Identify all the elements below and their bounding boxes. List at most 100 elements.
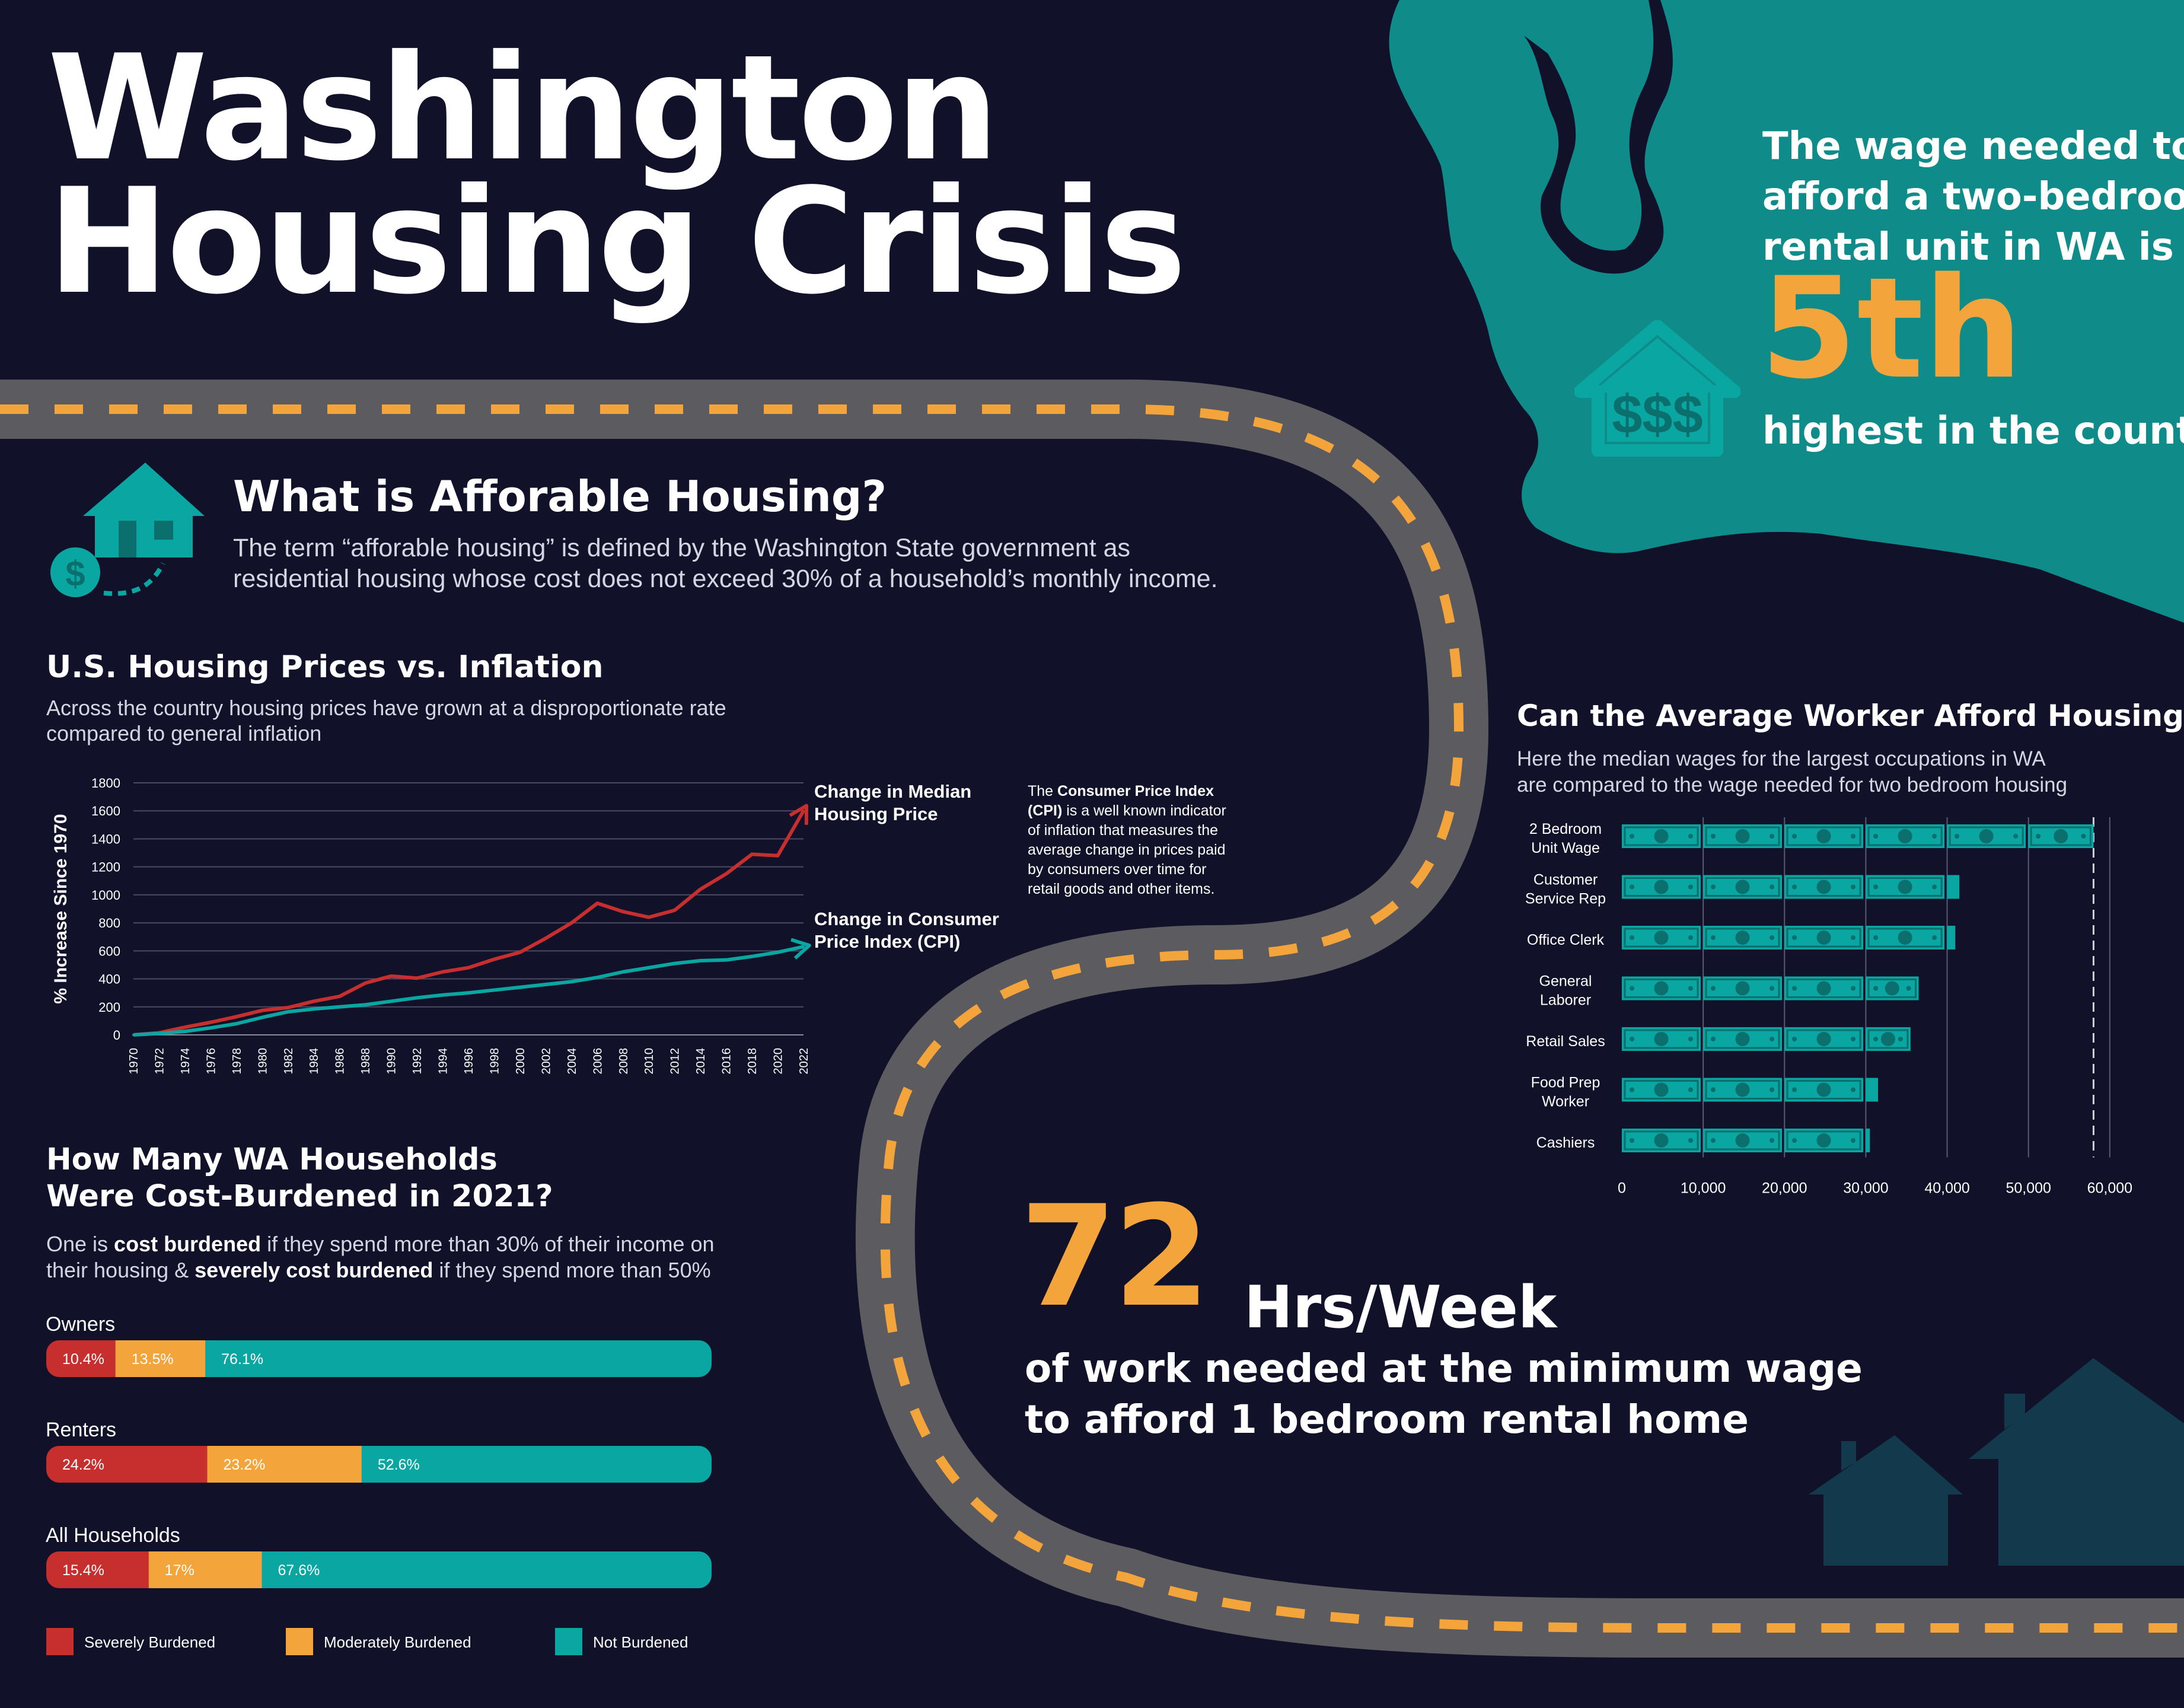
line-point-0: [364, 982, 367, 984]
line-chart-x-tick: 2012: [669, 1048, 682, 1075]
line-point-0: [596, 902, 599, 905]
line-point-1: [261, 1016, 264, 1019]
money-bill-dot: [1769, 935, 1775, 940]
money-bill-dot: [1851, 986, 1856, 991]
house-silhouette-large: [1969, 1358, 2184, 1566]
wage-bar: [1622, 824, 2094, 848]
line-point-1: [518, 986, 521, 989]
money-bill-coin: [1816, 829, 1831, 843]
affordable-house-icon: $: [50, 463, 205, 597]
wage-category-label-2: Unit Wage: [1531, 840, 1600, 856]
house-dollar-icon: $$$: [1574, 320, 1740, 457]
hours-description-2: to afford 1 bedroom rental home: [1025, 1397, 1749, 1442]
line-point-1: [441, 993, 444, 996]
line-point-1: [751, 955, 754, 958]
money-bill-dot: [1688, 1138, 1694, 1143]
money-bill-border: [1786, 877, 1861, 897]
burden-description: One is cost burdened if they spend more …: [46, 1231, 715, 1283]
line-chart-x-tick: 2014: [694, 1048, 707, 1075]
money-bill-border: [1624, 826, 1699, 846]
wage-bar: [1622, 976, 1919, 1000]
money-bill-dot: [1711, 935, 1716, 940]
money-bill-border: [1624, 928, 1699, 948]
line-point-0: [518, 951, 521, 954]
line-point-1: [390, 1000, 393, 1003]
line-chart-subtitle: Across the country housing prices have g…: [46, 695, 726, 746]
money-bill-dot: [1630, 986, 1634, 991]
cpi-note-line-4: average change in prices paid: [1028, 842, 1226, 858]
money-bill-border: [1705, 826, 1780, 846]
money-bill: [1866, 1129, 1870, 1152]
legend-label: Not Burdened: [593, 1633, 688, 1651]
wage-chart-x-tick: 30,000: [1843, 1180, 1888, 1197]
money-bill-border: [1949, 826, 2024, 846]
money-bill-border: [1624, 1029, 1699, 1049]
money-bill-border: [1624, 1130, 1699, 1151]
money-bill-dot: [1630, 834, 1634, 839]
line-point-1: [313, 1008, 315, 1011]
cpi-note-bold-abbr: (CPI): [1028, 802, 1063, 819]
line-chart-x-tick: 1996: [463, 1048, 476, 1075]
wage-category-label: Food Prep: [1531, 1075, 1600, 1091]
money-bill-coin: [1654, 880, 1669, 894]
wage-chart-x-tick: 40,000: [1924, 1180, 1969, 1197]
line-chart-x-tick: 1986: [334, 1048, 347, 1075]
line-point-1: [802, 945, 805, 948]
money-bill-border: [1624, 1080, 1699, 1100]
cpi-note-line-6: retail goods and other items.: [1028, 881, 1215, 897]
money-bill-border: [1705, 877, 1780, 897]
money-bill-border: [1705, 1080, 1780, 1100]
line-point-0: [441, 970, 444, 973]
burden-desc-1a: One is: [46, 1232, 114, 1256]
money-bill: [1866, 1078, 1878, 1102]
money-bill-border: [1705, 928, 1780, 948]
cpi-note-line-3: of inflation that measures the: [1028, 822, 1219, 839]
line-chart-title: U.S. Housing Prices vs. Inflation: [46, 649, 604, 685]
money-bill-dot: [1792, 1037, 1797, 1041]
line-point-0: [235, 1015, 238, 1018]
money-bill-border: [1867, 877, 1943, 897]
line-point-0: [286, 1006, 289, 1009]
money-bill-dot: [1851, 1037, 1856, 1041]
wa-wage-line-2: afford a two-bedroom: [1762, 175, 2184, 219]
money-bill-dot: [1711, 834, 1716, 839]
money-bill-coin: [1816, 1133, 1831, 1148]
page-title: Washington Housing Crisis: [47, 24, 1187, 314]
legend-swatch: [555, 1628, 582, 1655]
line-chart-x-tick: 2008: [617, 1048, 630, 1075]
title-line-1: Washington: [47, 24, 999, 193]
money-bill-coin: [1898, 880, 1912, 894]
money-bill-coin: [1816, 981, 1831, 996]
wage-category-label: Retail Sales: [1526, 1033, 1605, 1050]
line-point-0: [776, 854, 779, 857]
wage-category-label: Customer: [1533, 872, 1598, 888]
wage-chart-x-tick: 50,000: [2006, 1180, 2051, 1197]
line-series-label-1: Change in Consumer: [814, 909, 999, 929]
line-chart-x-tick: 1972: [153, 1048, 166, 1075]
money-bill-coin: [1735, 829, 1750, 843]
money-bill-border: [1867, 928, 1943, 948]
line-chart-y-tick: 400: [98, 972, 120, 987]
svg-text:$: $: [65, 554, 85, 594]
puget-sound-shape: [1524, 0, 1673, 274]
money-bill-border: [1867, 826, 1943, 846]
wage-chart: 010,00020,00030,00040,00050,00060,00072 …: [1525, 817, 2132, 1197]
money-bill-dot: [1851, 1138, 1856, 1143]
line-point-1: [416, 996, 419, 999]
burden-chart: Owners 10.4% 13.5% 76.1% Renters 24.2% 23.2% 52…: [46, 1313, 712, 1655]
line-point-1: [776, 951, 779, 954]
burden-title-line-1: How Many WA Households: [46, 1142, 498, 1177]
money-bill-dot: [1873, 986, 1879, 991]
line-chart-x-tick: 1980: [256, 1048, 269, 1075]
line-point-1: [338, 1005, 341, 1008]
wage-bar: [1622, 926, 1956, 949]
burden-desc-2b: severely cost burdened: [195, 1258, 433, 1282]
money-bill-coin: [1735, 981, 1750, 996]
line-chart-y-tick: 1400: [91, 831, 120, 846]
burden-segment-1: [207, 1446, 362, 1483]
money-bill-dot: [1711, 1087, 1716, 1092]
wage-chart-x-tick: 20,000: [1762, 1180, 1807, 1197]
money-bill-dot: [1792, 834, 1797, 839]
burden-bar: [46, 1340, 712, 1377]
burden-segment-1: [115, 1340, 206, 1377]
